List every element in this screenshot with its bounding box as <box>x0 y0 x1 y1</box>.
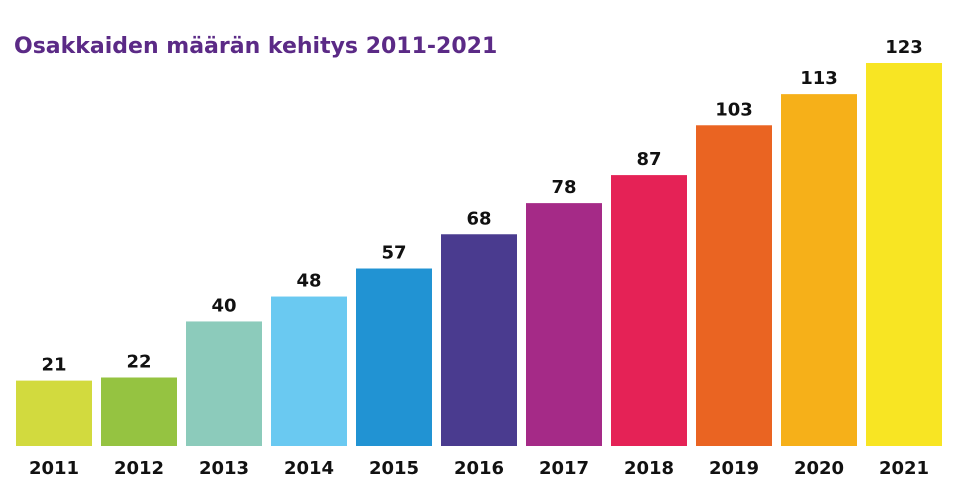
value-label-2011: 21 <box>41 355 66 376</box>
value-label-2016: 68 <box>466 208 491 229</box>
x-tick-label-2019: 2019 <box>709 458 759 479</box>
x-tick-label-2014: 2014 <box>284 458 334 479</box>
bar-2015 <box>356 268 432 446</box>
bar-2016 <box>441 234 517 446</box>
bar-2014 <box>271 296 347 446</box>
x-tick-label-2020: 2020 <box>794 458 844 479</box>
chart-title: Osakkaiden määrän kehitys 2011-2021 <box>14 34 498 59</box>
value-label-2015: 57 <box>381 243 406 264</box>
bar-2012 <box>101 377 177 446</box>
bar-2021 <box>866 63 942 446</box>
bar-2019 <box>696 125 772 446</box>
x-tick-label-2015: 2015 <box>369 458 419 479</box>
bar-2013 <box>186 321 262 446</box>
x-tick-label-2017: 2017 <box>539 458 589 479</box>
value-label-2014: 48 <box>296 271 321 292</box>
bar-2017 <box>526 203 602 446</box>
bar-2020 <box>781 94 857 446</box>
value-label-2020: 113 <box>800 68 838 89</box>
bar-2018 <box>611 175 687 446</box>
value-label-2017: 78 <box>551 177 576 198</box>
x-tick-label-2018: 2018 <box>624 458 674 479</box>
x-tick-label-2016: 2016 <box>454 458 504 479</box>
value-label-2018: 87 <box>636 149 661 170</box>
value-label-2019: 103 <box>715 99 753 120</box>
x-tick-label-2013: 2013 <box>199 458 249 479</box>
x-tick-label-2012: 2012 <box>114 458 164 479</box>
x-tick-label-2011: 2011 <box>29 458 79 479</box>
x-tick-label-2021: 2021 <box>879 458 929 479</box>
value-label-2013: 40 <box>211 295 236 316</box>
value-label-2012: 22 <box>126 351 151 372</box>
value-label-2021: 123 <box>885 37 923 58</box>
bar-2011 <box>16 380 92 446</box>
